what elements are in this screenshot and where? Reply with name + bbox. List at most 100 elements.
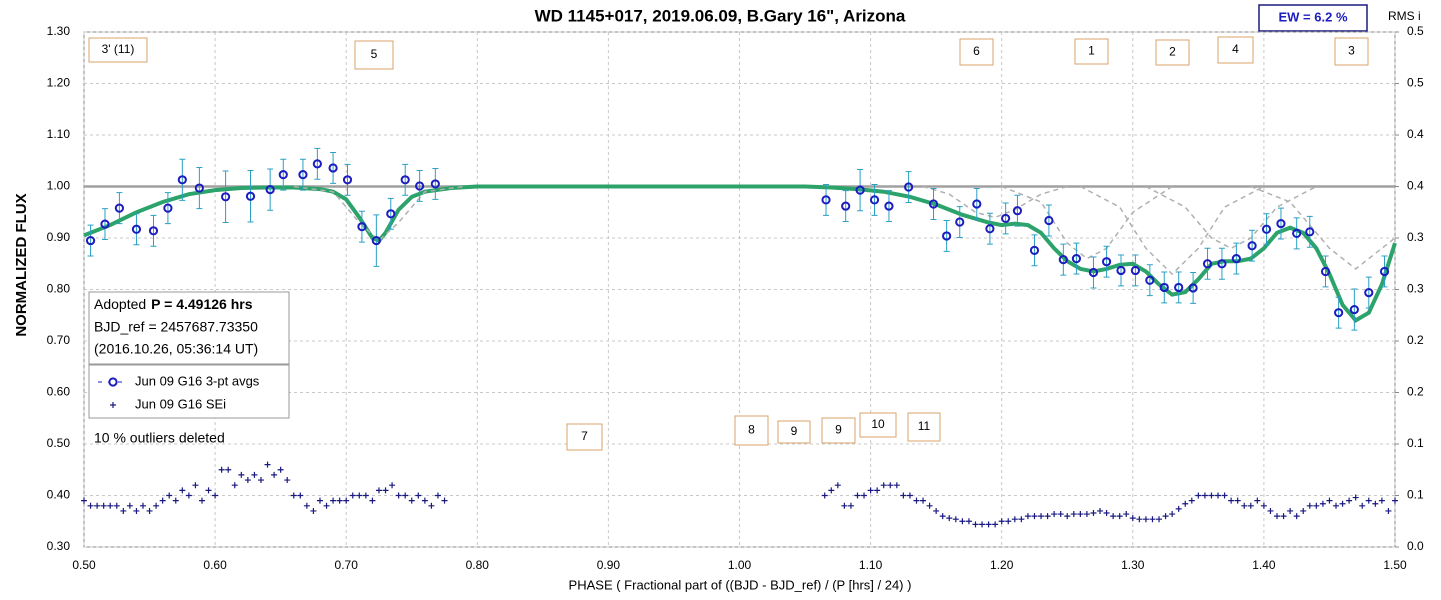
- error-bar: [133, 213, 140, 246]
- data-point: [362, 492, 369, 499]
- error-bar: [1365, 276, 1372, 309]
- data-point: [884, 201, 894, 211]
- error-bar: [1263, 213, 1270, 246]
- model-dip: [1080, 185, 1265, 276]
- data-point: [1159, 282, 1169, 293]
- error-bar: [164, 192, 171, 225]
- data-point: [310, 507, 317, 514]
- data-point: [1247, 502, 1254, 509]
- error-bar: [432, 167, 439, 200]
- y-tick-label: 1.20: [47, 76, 71, 90]
- error-bar: [871, 183, 878, 216]
- data-point: [841, 201, 851, 211]
- model-dip: [293, 185, 465, 242]
- error-bar: [1014, 194, 1021, 227]
- y2-tick-label: 0.5: [1407, 76, 1424, 90]
- x-tick-label: 0.70: [335, 558, 359, 572]
- data-point: [1064, 513, 1071, 520]
- info-bjd: BJD_ref = 2457687.73350: [94, 319, 258, 335]
- ew-label: EW = 6.2 %: [1279, 9, 1348, 24]
- error-bar: [1045, 204, 1052, 237]
- data-point: [1129, 515, 1136, 522]
- data-point: [1392, 497, 1398, 504]
- annotation-box: [566, 423, 603, 451]
- data-point: [972, 521, 979, 528]
- data-point: [1024, 513, 1031, 520]
- data-point: [1005, 518, 1012, 525]
- legend-marker: [108, 377, 118, 387]
- data-point: [1208, 492, 1215, 499]
- data-point: [834, 482, 841, 489]
- data-point: [218, 466, 225, 473]
- y-tick-label: 1.10: [47, 127, 71, 141]
- data-point: [1202, 259, 1213, 269]
- data-point: [1280, 513, 1287, 520]
- data-point: [1116, 513, 1123, 520]
- x-tick-label: 1.20: [990, 558, 1014, 572]
- annotation-box: [777, 420, 811, 444]
- annotation: 6: [973, 44, 980, 58]
- annotation-box: [1217, 36, 1254, 64]
- data-point: [94, 502, 101, 509]
- y2-tick-label: 0.3: [1407, 282, 1424, 296]
- error-bar: [956, 206, 963, 238]
- error-bar: [87, 224, 94, 257]
- x-tick-label: 0.60: [203, 558, 227, 572]
- data-point: [904, 182, 914, 192]
- data-point: [139, 502, 146, 509]
- data-point: [85, 235, 96, 246]
- data-point: [342, 175, 353, 185]
- data-point: [1097, 507, 1104, 514]
- data-point: [265, 184, 275, 195]
- data-point: [1293, 513, 1300, 520]
- data-point: [1058, 255, 1068, 265]
- error-bar: [402, 163, 409, 196]
- error-bar: [116, 192, 123, 225]
- data-point: [421, 497, 428, 504]
- data-point: [1221, 492, 1228, 499]
- error-bar: [150, 214, 157, 247]
- data-point: [133, 507, 140, 514]
- error-bar: [1233, 242, 1240, 275]
- y-tick-label: 0.60: [47, 385, 71, 399]
- data-point: [1188, 283, 1198, 293]
- data-point: [1326, 497, 1333, 504]
- data-point: [316, 497, 323, 504]
- error-bar: [1249, 229, 1256, 262]
- data-point: [979, 521, 986, 528]
- error-bar: [247, 170, 254, 223]
- data-point: [298, 170, 308, 180]
- data-point: [278, 170, 288, 180]
- data-point: [1292, 228, 1302, 238]
- annotation: 1: [1088, 44, 1095, 58]
- annotation: 9: [835, 423, 842, 437]
- legend-entries: Jun 09 G16 3-pt avgs Jun 09 G16 SEi: [98, 373, 260, 411]
- data-point: [1057, 511, 1064, 518]
- x-tick-label: 0.80: [466, 558, 490, 572]
- annotation: 2: [1169, 45, 1176, 59]
- data-point: [238, 471, 245, 478]
- data-point: [847, 502, 854, 509]
- data-point: [1156, 516, 1163, 523]
- data-point: [1169, 511, 1176, 518]
- data-point: [1247, 241, 1257, 251]
- data-point: [163, 203, 173, 213]
- y2-tick-label: 0.3: [1407, 230, 1424, 244]
- data-point: [303, 502, 310, 509]
- annotation-box: [1155, 39, 1190, 66]
- data-point: [430, 179, 440, 189]
- data-point: [1175, 505, 1182, 512]
- data-point: [1031, 513, 1038, 520]
- data-point: [371, 235, 381, 246]
- data-point: [277, 466, 284, 473]
- data-point: [841, 502, 848, 509]
- y-tick-label: 0.40: [47, 488, 71, 502]
- error-bar: [179, 158, 186, 201]
- model-dip: [1250, 185, 1396, 270]
- data-point: [874, 487, 881, 494]
- data-point: [251, 471, 258, 478]
- error-bar: [358, 210, 365, 243]
- data-point: [415, 181, 425, 191]
- data-point: [1195, 492, 1202, 499]
- y2-tick-label: 0.1: [1407, 488, 1424, 502]
